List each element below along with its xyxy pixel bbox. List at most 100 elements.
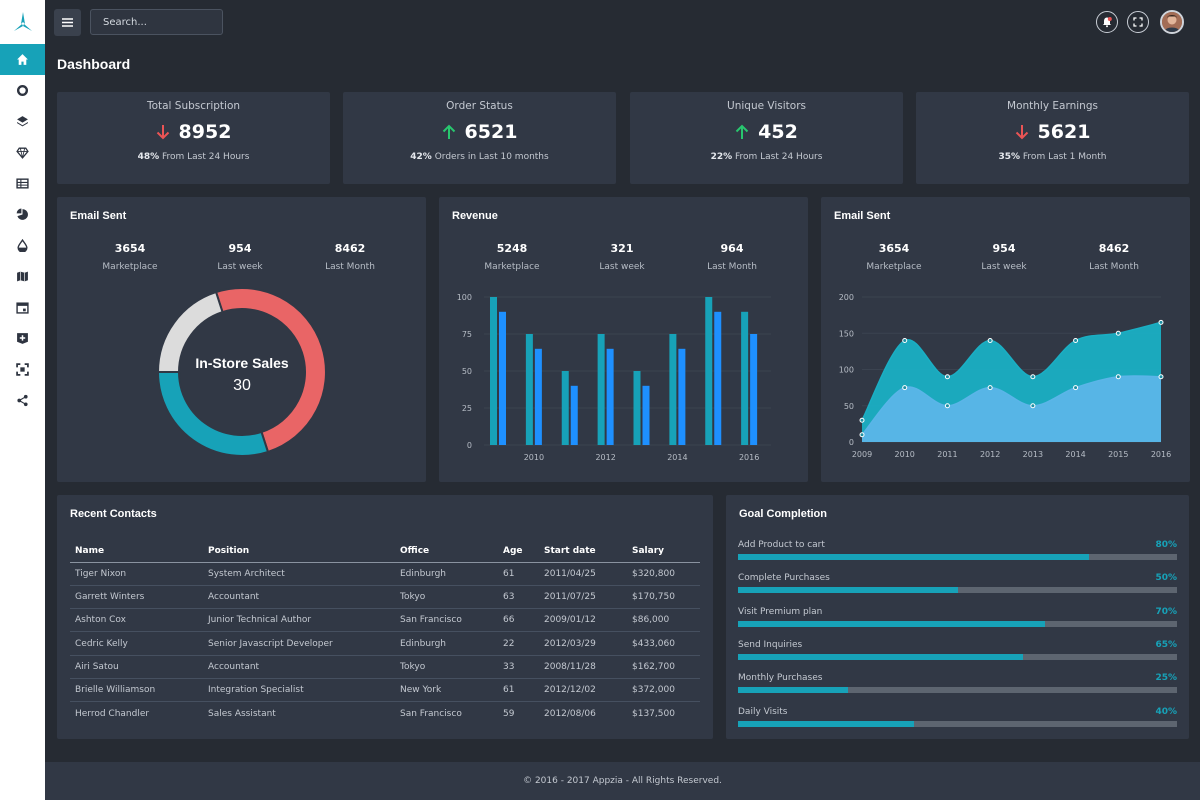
data-point[interactable] [1115, 330, 1121, 336]
kpi-last-week: 954 Last week [185, 242, 295, 272]
table-row[interactable]: Garrett Winters Accountant Tokyo 63 2011/07/… [70, 585, 700, 610]
stat-subtext-label: From Last 24 Hours [159, 152, 250, 162]
column-header-salary[interactable]: Salary [627, 540, 700, 563]
data-point[interactable] [902, 338, 908, 343]
column-header-office[interactable]: Office [395, 540, 498, 563]
card-title: Email Sent [70, 210, 127, 222]
goal-item: Send Inquiries 65% [738, 640, 1177, 673]
goal-label: Complete Purchases [738, 573, 830, 584]
bar[interactable] [525, 334, 533, 445]
cell-office: San Francisco [395, 608, 498, 633]
cell-age: 22 [498, 631, 539, 656]
cell-start-date: 2009/01/12 [539, 608, 627, 633]
stat-value: 452 [630, 121, 903, 143]
bar[interactable] [705, 297, 713, 445]
bar[interactable] [570, 385, 578, 445]
stat-percent: 35% [998, 152, 1021, 162]
bar[interactable] [534, 348, 542, 445]
kpi-label: Last Month [1089, 262, 1139, 272]
sidebar-item-circle[interactable] [0, 75, 45, 106]
sidebar-item-share[interactable] [0, 385, 45, 416]
search-input[interactable] [90, 9, 223, 35]
column-header-name[interactable]: Name [70, 540, 203, 563]
table-row[interactable]: Tiger Nixon System Architect Edinburgh 61 20… [70, 562, 700, 586]
sidebar-item-droplet[interactable] [0, 230, 45, 261]
kpi-label: Marketplace [484, 262, 540, 272]
sidebar-item-layers[interactable] [0, 106, 45, 137]
data-point[interactable] [987, 338, 993, 343]
cell-age: 66 [498, 608, 539, 633]
card-title: Revenue [452, 210, 498, 222]
user-avatar[interactable] [1160, 10, 1184, 34]
kpi-last-week: 954 Last week [949, 242, 1059, 272]
data-point[interactable] [987, 385, 993, 391]
table-row[interactable]: Cedric Kelly Senior Javascript Developer E… [70, 631, 700, 656]
data-point[interactable] [859, 417, 865, 423]
cell-name: Cedric Kelly [70, 631, 203, 656]
bar[interactable] [633, 371, 641, 445]
table-row[interactable]: Herrod Chandler Sales Assistant San Franci… [70, 702, 700, 725]
bar[interactable] [714, 311, 722, 445]
sidebar-item-home[interactable] [0, 44, 45, 75]
kpi-last-week: 321 Last week [567, 242, 677, 272]
data-point[interactable] [902, 385, 908, 391]
bar[interactable] [642, 385, 650, 445]
bar[interactable] [669, 334, 677, 445]
stat-card-total-subscription: Total Subscription 8952 48% From Last 24… [57, 92, 330, 184]
table-row[interactable]: Ashton Cox Junior Technical Author San Fra… [70, 608, 700, 633]
goal-percent: 50% [1155, 573, 1177, 584]
fullscreen-button[interactable] [1127, 11, 1149, 33]
data-point[interactable] [1030, 403, 1036, 409]
data-point[interactable] [944, 374, 950, 380]
stat-title: Order Status [446, 100, 513, 112]
bar[interactable] [597, 334, 605, 445]
stat-subtext-label: Orders in Last 10 months [431, 152, 549, 162]
sidebar-item-medical[interactable] [0, 323, 45, 354]
y-tick-label: 100 [839, 366, 854, 375]
bar[interactable] [741, 311, 749, 445]
data-point[interactable] [859, 432, 865, 438]
bar[interactable] [490, 297, 497, 445]
droplet-icon [17, 239, 28, 252]
bar[interactable] [678, 348, 686, 445]
stat-value: 8952 [57, 121, 330, 143]
table-row[interactable]: Brielle Williamson Integration Specialist… [70, 678, 700, 703]
column-header-age[interactable]: Age [498, 540, 539, 563]
table-row[interactable]: Airi Satou Accountant Tokyo 33 2008/11/28 $16… [70, 655, 700, 679]
goal-progress-track [738, 653, 1177, 660]
donut-slice[interactable] [156, 290, 224, 373]
sidebar-item-charts[interactable] [0, 199, 45, 230]
data-point[interactable] [1030, 374, 1036, 380]
kpi-value: 964 [720, 242, 744, 255]
x-tick-label: 2010 [895, 450, 915, 459]
data-point[interactable] [1073, 385, 1079, 391]
sidebar-item-diamond[interactable] [0, 137, 45, 168]
sidebar-item-expand[interactable] [0, 354, 45, 385]
data-point[interactable] [1158, 319, 1164, 325]
notifications-button[interactable] [1096, 11, 1118, 33]
sidebar-item-table[interactable] [0, 168, 45, 199]
sidebar-item-calendar[interactable] [0, 292, 45, 323]
column-header-position[interactable]: Position [203, 540, 395, 563]
area-series[interactable] [862, 375, 1161, 442]
column-header-start-date[interactable]: Start date [539, 540, 627, 563]
data-point[interactable] [1073, 338, 1079, 343]
kpi-value: 954 [228, 242, 252, 255]
cell-age: 61 [498, 562, 539, 586]
stat-card-order-status: Order Status 6521 42% Orders in Last 10 … [343, 92, 616, 184]
menu-toggle-button[interactable] [54, 9, 81, 36]
bar[interactable] [606, 348, 614, 445]
sidebar-item-map[interactable] [0, 261, 45, 292]
medical-icon [17, 333, 28, 344]
bar[interactable] [561, 371, 569, 445]
donut-slice[interactable] [156, 371, 270, 457]
x-tick-label: 2016 [1151, 450, 1171, 459]
data-point[interactable] [1158, 374, 1164, 380]
data-point[interactable] [1115, 374, 1121, 380]
data-point[interactable] [944, 403, 950, 409]
donut-slice[interactable] [214, 287, 327, 454]
goal-item: Monthly Purchases 25% [738, 673, 1177, 706]
app-logo[interactable] [0, 0, 45, 44]
bar[interactable] [499, 311, 506, 445]
bar[interactable] [750, 334, 758, 445]
